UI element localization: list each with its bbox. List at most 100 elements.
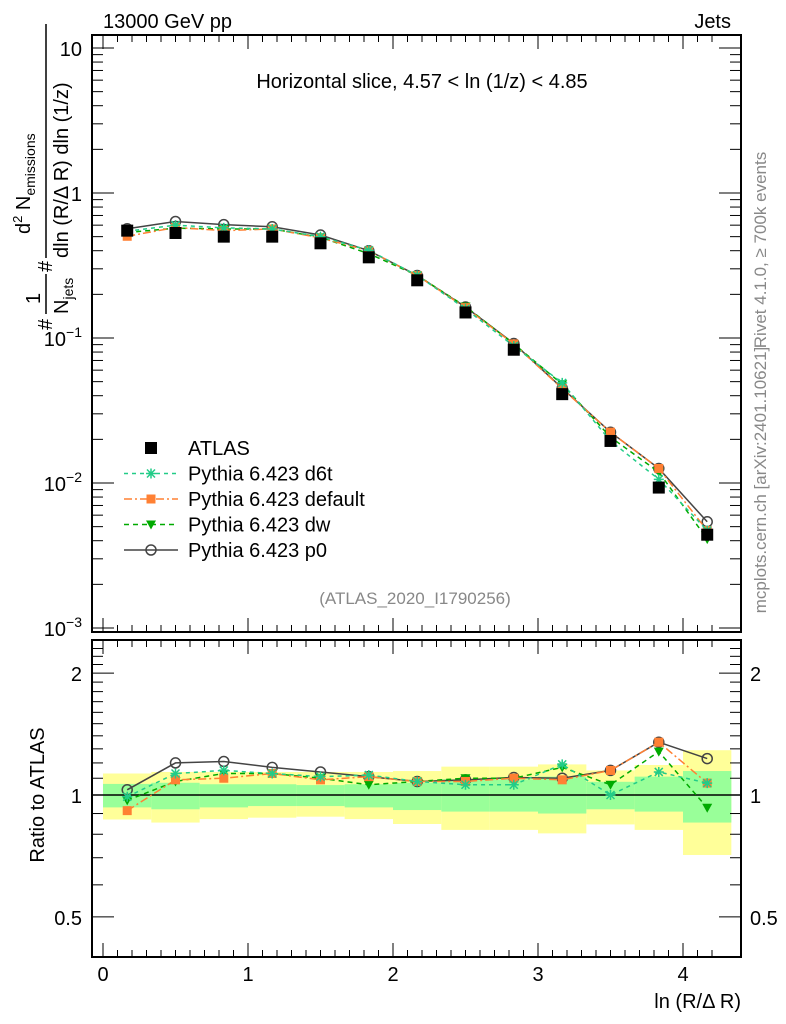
legend-label: Pythia 6.423 p0 (188, 540, 327, 562)
svg-text:1: 1 (23, 293, 45, 304)
series-atlas (121, 224, 714, 541)
data-point-d6t (315, 231, 326, 242)
data-point-atlas (556, 388, 569, 401)
legend-item-p0: Pythia 6.423 p0 (124, 540, 327, 562)
ratio-y-tick-label: 1 (71, 786, 82, 808)
y-axis-label: # 1 Njets # d2 Nemissions dln (R/Δ R) dl… (10, 24, 76, 330)
data-point-d6t (170, 220, 181, 231)
x-tick-label: 2 (387, 964, 398, 986)
ratio-point-d6t (363, 770, 374, 781)
ratio-point-d6t (702, 778, 713, 789)
ratio-point-p0 (604, 764, 617, 777)
y-tick-label: 10−2 (44, 469, 82, 496)
data-point-d6t (653, 474, 664, 485)
rivet-label: Rivet 4.1.0, ≥ 700k events (751, 152, 770, 348)
legend-marker-atlas (145, 442, 157, 454)
legend-label: Pythia 6.423 dw (188, 515, 331, 537)
legend-marker-d6t (146, 468, 156, 479)
data-point-atlas (701, 528, 714, 541)
ratio-point-p0 (653, 736, 665, 748)
data-point-d6t (267, 223, 278, 234)
ratio-y-axis-label: Ratio to ATLAS (27, 727, 49, 862)
y-tick-label: 1 (71, 184, 82, 206)
x-tick-label: 0 (97, 964, 108, 986)
ratio-plot: 0 1 2 3 4 0.5 0.5 1 1 2 2 (54, 639, 778, 986)
analysis-id: (ATLAS_2020_I1790256) (319, 589, 511, 608)
ratio-point-default (654, 737, 664, 747)
ratio-y-tick-label: 2 (71, 664, 82, 686)
main-plot: 10−3 10−2 10−1 1 10 (44, 34, 742, 957)
data-point-atlas (314, 237, 327, 250)
data-point-atlas (266, 230, 279, 243)
data-point-atlas (169, 226, 182, 239)
data-point-atlas (121, 224, 134, 237)
svg-text:dln (R/Δ R) dln (1/z): dln (R/Δ R) dln (1/z) (51, 82, 73, 258)
ratio-series-d6t (122, 759, 713, 802)
ratio-point-d6t (605, 790, 616, 800)
legend-label: Pythia 6.423 default (188, 489, 365, 511)
data-point-d6t (557, 377, 568, 388)
uncertainty-band-inner (393, 782, 442, 811)
chart-title: Horizontal slice, 4.57 < ln (1/z) < 4.85 (256, 71, 587, 93)
svg-text:d2 Nemissions: d2 Nemissions (10, 133, 38, 234)
y-tick-label: 10−1 (44, 324, 82, 351)
ratio-point-p0 (701, 752, 713, 765)
legend-item-default: Pythia 6.423 default (124, 489, 365, 511)
ratio-point-default (171, 775, 180, 785)
y-tick-label: 10 (60, 39, 82, 61)
svg-text:#: # (35, 260, 57, 272)
ratio-point-dw (605, 780, 616, 790)
ratio-point-d6t (653, 766, 664, 777)
ratio-point-default (122, 806, 132, 816)
ratio-point-d6t (170, 768, 181, 779)
x-tick-label: 4 (677, 964, 688, 986)
legend-marker-dw (146, 520, 156, 530)
data-point-atlas (217, 230, 230, 243)
x-tick-label: 3 (532, 964, 543, 986)
uncertainty-band-inner (634, 776, 683, 812)
x-axis-label: ln (R/Δ R) (654, 991, 741, 1013)
ratio-point-default (557, 775, 567, 785)
ratio-point-d6t (122, 791, 133, 802)
ratio-y-tick-label-right: 0.5 (750, 908, 778, 930)
data-point-atlas (362, 251, 375, 264)
legend-item-dw: Pythia 6.423 dw (124, 515, 331, 537)
data-point-atlas (507, 343, 520, 356)
ratio-point-dw (702, 803, 713, 813)
uncertainty-band-inner (344, 784, 393, 808)
ratio-point-d6t (267, 768, 278, 779)
legend-item-atlas: ATLAS (145, 438, 250, 460)
ratio-point-default (219, 773, 229, 783)
y-tick-label: 10−3 (44, 614, 82, 641)
ratio-point-dw (363, 780, 374, 790)
uncertainty-band-inner (199, 784, 248, 808)
svg-text:Njets: Njets (51, 278, 76, 314)
ratio-point-default (606, 765, 615, 775)
ratio-point-d6t (460, 779, 471, 790)
data-point-d6t (218, 222, 229, 233)
header-process: Jets (694, 11, 731, 33)
ratio-point-p0 (169, 757, 182, 769)
legend-label: ATLAS (188, 438, 250, 460)
legend-marker-p0 (145, 544, 157, 556)
main-plot-frame (91, 34, 742, 633)
data-point-default (606, 427, 615, 437)
ratio-point-dw (653, 747, 664, 757)
legend-marker-default (146, 494, 156, 504)
data-point-d6t (363, 245, 374, 256)
svg-text:#: # (35, 318, 57, 330)
legend-item-d6t: Pythia 6.423 d6t (124, 464, 333, 486)
data-point-atlas (459, 306, 472, 319)
ratio-point-d6t (557, 759, 568, 770)
ratio-y-tick-label: 0.5 (54, 908, 82, 930)
ratio-plot-frame (91, 639, 742, 958)
ratio-point-d6t (412, 776, 423, 787)
data-point-atlas (411, 274, 424, 287)
x-tick-label: 1 (242, 964, 253, 986)
mcplots-label: mcplots.cern.ch [arXiv:2401.10621] (751, 347, 770, 613)
ratio-point-default (509, 773, 519, 783)
data-point-atlas (652, 481, 665, 494)
ratio-y-tick-label-right: 1 (750, 786, 761, 808)
uncertainty-band-inner (151, 782, 200, 810)
